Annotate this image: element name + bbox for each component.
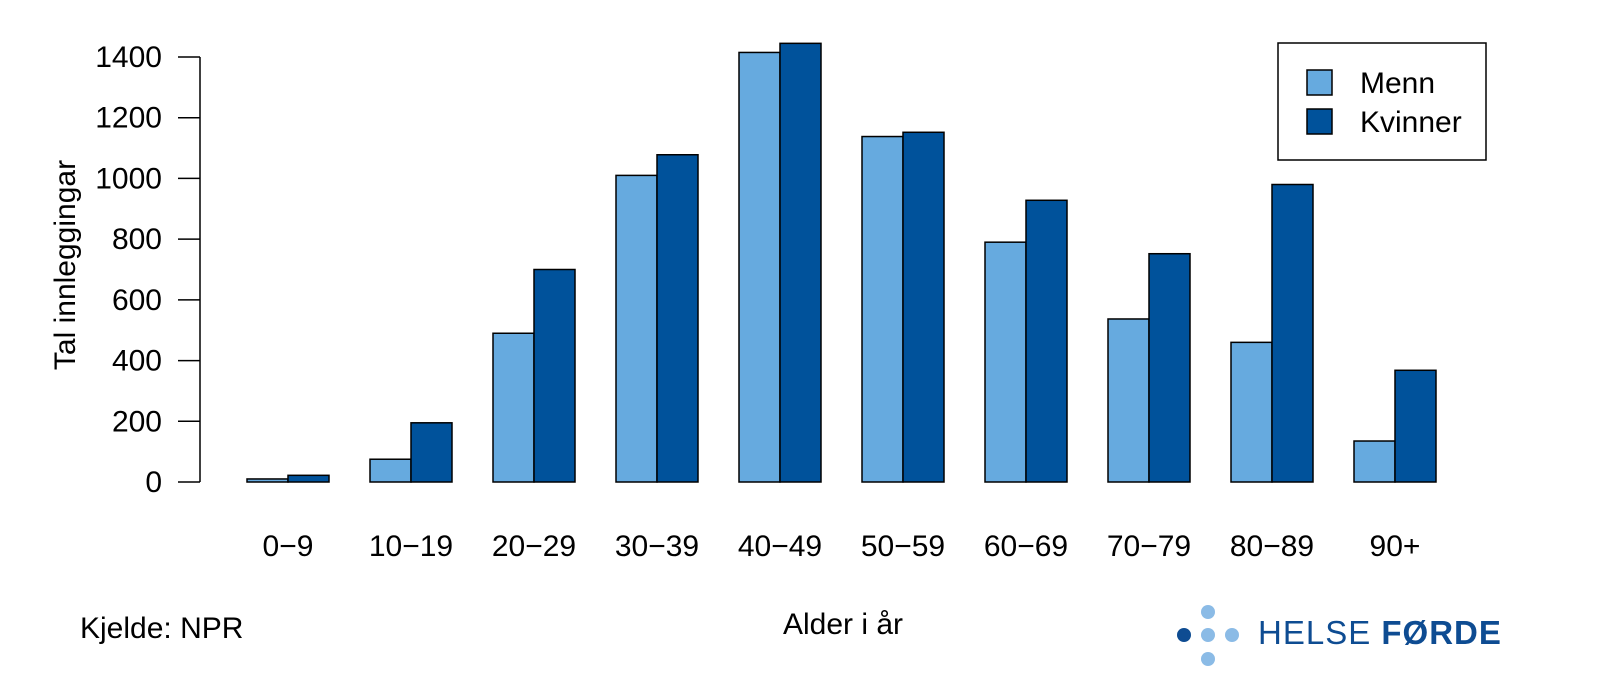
x-tick-label: 60−69 bbox=[984, 530, 1068, 563]
helse-forde-logo: HELSE FØRDE bbox=[1172, 602, 1502, 668]
bar-kvinner-7 bbox=[1148, 252, 1191, 483]
x-tick-label: 70−79 bbox=[1107, 530, 1191, 563]
bar-menn-9 bbox=[1353, 440, 1396, 483]
y-tick-label: 1400 bbox=[95, 41, 162, 74]
logo-dots-icon bbox=[1177, 605, 1239, 666]
bar-kvinner-2 bbox=[533, 268, 576, 483]
y-tick-label: 200 bbox=[112, 405, 162, 438]
x-tick-label: 80−89 bbox=[1230, 530, 1314, 563]
legend: Menn Kvinner bbox=[1277, 42, 1487, 161]
bar-menn-8 bbox=[1230, 341, 1273, 483]
bar-menn-4 bbox=[738, 51, 781, 483]
x-tick-label: 0−9 bbox=[263, 530, 314, 563]
bar-menn-3 bbox=[615, 174, 658, 483]
y-tick-label: 1000 bbox=[95, 162, 162, 195]
x-tick-label: 40−49 bbox=[738, 530, 822, 563]
bar-menn-1 bbox=[369, 458, 412, 483]
bar-menn-0 bbox=[246, 478, 289, 483]
legend-swatch-kvinner bbox=[1306, 108, 1333, 135]
y-tick-label: 600 bbox=[112, 284, 162, 317]
bar-menn-2 bbox=[492, 332, 535, 483]
y-tick-label: 400 bbox=[112, 345, 162, 378]
y-axis: 0 200 400 600 800 1000 1200 1400 bbox=[95, 41, 201, 499]
legend-label-kvinner: Kvinner bbox=[1360, 106, 1462, 139]
source-note: Kjelde: NPR bbox=[80, 612, 244, 645]
bar-kvinner-6 bbox=[1025, 199, 1068, 483]
bar-kvinner-1 bbox=[410, 422, 453, 483]
x-tick-label: 20−29 bbox=[492, 530, 576, 563]
y-tick-label: 1200 bbox=[95, 102, 162, 135]
x-axis-labels: 0−9 10−19 20−29 30−39 40−49 50−59 60−69 70−79 80… bbox=[263, 530, 1421, 563]
legend-swatch-menn bbox=[1306, 69, 1333, 96]
logo-wordmark: HELSE FØRDE bbox=[1258, 614, 1502, 652]
logo-word-bold: FØRDE bbox=[1381, 614, 1502, 651]
bar-kvinner-8 bbox=[1271, 183, 1314, 483]
bar-menn-7 bbox=[1107, 318, 1150, 483]
bar-menn-5 bbox=[861, 135, 904, 483]
y-axis-title: Tal innleggingar bbox=[49, 160, 82, 370]
y-tick-label: 800 bbox=[112, 223, 162, 256]
x-axis-title: Alder i år bbox=[783, 608, 903, 641]
bar-kvinner-0 bbox=[287, 474, 330, 483]
bar-kvinner-3 bbox=[656, 154, 699, 483]
bar-kvinner-4 bbox=[779, 42, 822, 483]
y-tick-label: 0 bbox=[145, 466, 162, 499]
x-tick-label: 90+ bbox=[1370, 530, 1421, 563]
legend-box bbox=[1277, 42, 1487, 161]
bars bbox=[246, 42, 1437, 483]
x-tick-label: 30−39 bbox=[615, 530, 699, 563]
x-tick-label: 50−59 bbox=[861, 530, 945, 563]
bar-kvinner-5 bbox=[902, 131, 945, 483]
bar-kvinner-9 bbox=[1394, 369, 1437, 483]
legend-label-menn: Menn bbox=[1360, 67, 1435, 100]
bar-menn-6 bbox=[984, 241, 1027, 483]
logo-word-light: HELSE bbox=[1258, 614, 1372, 651]
x-tick-label: 10−19 bbox=[369, 530, 453, 563]
